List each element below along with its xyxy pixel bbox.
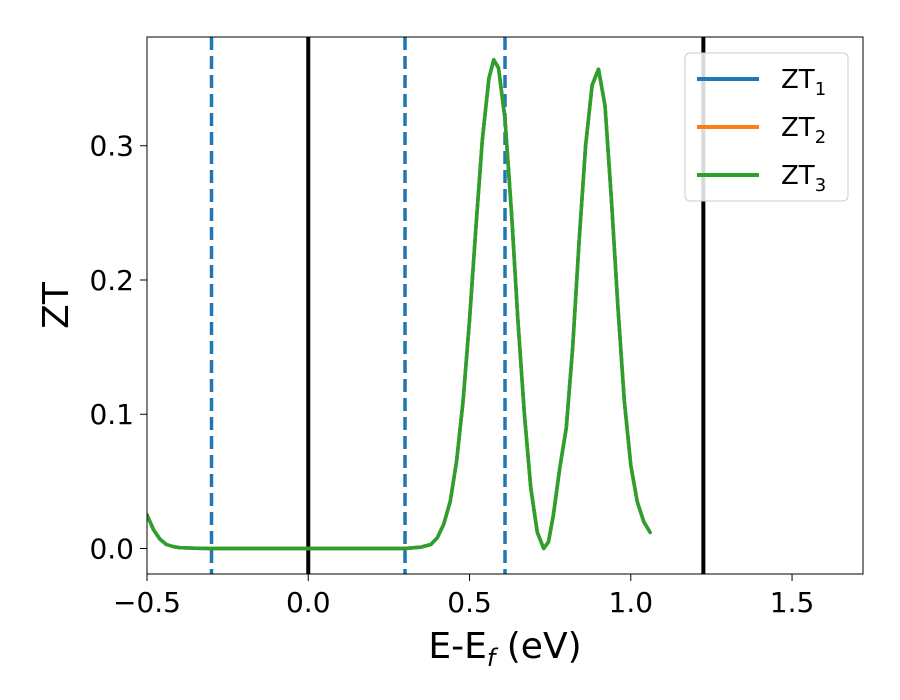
x-axis-label-main: E-E [428, 626, 486, 667]
x-tick-label-0: −0.5 [113, 586, 181, 619]
legend-label-zt1: ZT1 [781, 65, 826, 100]
legend-box [684, 52, 849, 202]
y-tick-label-1: 0.1 [89, 398, 134, 431]
x-tick-label-4: 1.5 [770, 586, 815, 619]
x-axis-label-tail: (eV) [495, 626, 581, 667]
legend: ZT1 ZT2 ZT3 [684, 52, 849, 202]
series-lines [147, 58, 652, 551]
y-tick-label-0: 0.0 [89, 532, 134, 565]
y-axis-ticks: 0.0 0.1 0.2 0.3 [89, 130, 147, 565]
legend-label-zt3: ZT3 [781, 161, 826, 196]
series-line-zt3 [147, 58, 652, 551]
legend-label-zt2: ZT2 [781, 113, 826, 148]
y-tick-label-3: 0.3 [89, 130, 134, 163]
x-tick-label-1: 0.0 [286, 586, 331, 619]
x-tick-label-3: 1.0 [609, 586, 654, 619]
y-tick-label-2: 0.2 [89, 264, 134, 297]
x-tick-label-2: 0.5 [447, 586, 492, 619]
axes-frame [146, 36, 864, 575]
vertical-reference-lines [209, 37, 706, 574]
x-axis-label: E-Ef (eV) [428, 626, 581, 672]
x-axis-ticks: −0.5 0.0 0.5 1.0 1.5 [113, 574, 814, 619]
y-axis-label: ZT [36, 281, 77, 329]
